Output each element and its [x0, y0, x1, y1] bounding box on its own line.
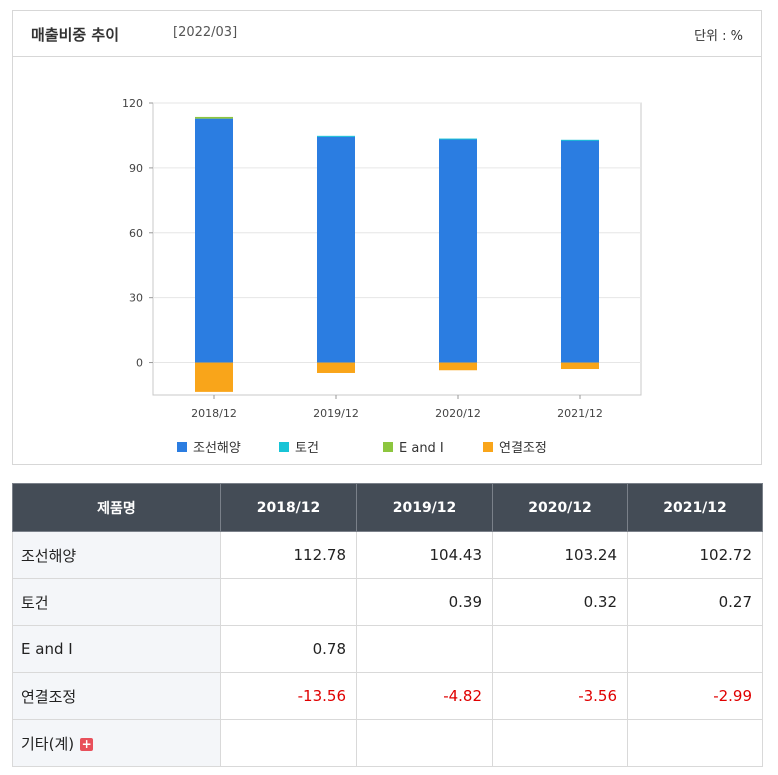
table-cell: -13.56 — [220, 672, 357, 720]
column-header: 2020/12 — [492, 483, 628, 532]
table-cell: -4.82 — [356, 672, 493, 720]
table-cell — [220, 719, 357, 767]
table-header-row: 제품명 2018/12 2019/12 2020/12 2021/12 — [12, 483, 763, 532]
table-cell — [627, 719, 763, 767]
column-header: 2019/12 — [356, 483, 493, 532]
legend-swatch — [383, 442, 393, 452]
table-cell — [492, 625, 628, 673]
legend-label: 조선해양 — [193, 441, 241, 456]
bar-segment — [561, 140, 599, 363]
column-header: 2021/12 — [627, 483, 763, 532]
legend-swatch — [279, 442, 289, 452]
panel-header: 매출비중 추이 [2022/03] 단위 : % — [13, 11, 761, 57]
x-tick-label: 2019/12 — [313, 407, 359, 420]
row-name-label: 기타(계) — [21, 734, 75, 753]
table-cell: 0.78 — [220, 625, 357, 673]
table-cell: 104.43 — [356, 531, 493, 579]
table-cell: 0.39 — [356, 578, 493, 626]
bar-segment — [317, 135, 355, 137]
x-tick-label: 2021/12 — [557, 407, 603, 420]
table-cell: 0.27 — [627, 578, 763, 626]
column-header: 2018/12 — [220, 483, 357, 532]
legend-swatch — [177, 442, 187, 452]
row-name-label: 조선해양 — [21, 546, 77, 565]
table-cell — [356, 719, 493, 767]
sales-table: 제품명 2018/12 2019/12 2020/12 2021/12 조선해양… — [12, 483, 763, 767]
table-cell: 103.24 — [492, 531, 628, 579]
table-cell: -3.56 — [492, 672, 628, 720]
row-name: 연결조정 — [12, 672, 221, 720]
bar-segment — [439, 138, 477, 140]
table-row: 기타(계) + — [12, 719, 763, 767]
column-header-name: 제품명 — [12, 483, 221, 532]
stacked-bar-chart: 0 30 60 90 120 2018/12 2019/12 2020/12 2021/12 조선… — [122, 97, 642, 456]
table-cell: 102.72 — [627, 531, 763, 579]
row-name-label: E and I — [21, 640, 73, 658]
legend-swatch — [483, 442, 493, 452]
legend-label: E and I — [399, 441, 444, 456]
bar-segment — [195, 362, 233, 392]
table-cell: 112.78 — [220, 531, 357, 579]
table-row: 조선해양 112.78 104.43 103.24 102.72 — [12, 531, 763, 579]
row-name-label: 연결조정 — [21, 687, 77, 706]
x-tick-label: 2020/12 — [435, 407, 481, 420]
bar-segment — [195, 116, 233, 119]
y-tick-label: 0 — [136, 357, 143, 370]
x-tick-label: 2018/12 — [191, 407, 237, 420]
table-row: E and I 0.78 — [12, 625, 763, 673]
y-tick-label: 90 — [129, 162, 143, 175]
table-cell — [356, 625, 493, 673]
legend-label: 토건 — [295, 441, 319, 456]
bar-segment — [561, 139, 599, 141]
unit-label: 단위 : % — [694, 29, 743, 44]
panel-title: 매출비중 추이 — [31, 26, 120, 44]
y-tick-label: 30 — [129, 292, 143, 305]
bar-segment — [317, 136, 355, 363]
row-name: E and I — [12, 625, 221, 673]
row-name: 토건 — [12, 578, 221, 626]
expand-plus-icon[interactable]: + — [80, 736, 94, 751]
bar-segment — [561, 362, 599, 370]
y-tick-label: 60 — [129, 227, 143, 240]
row-name-label: 토건 — [21, 593, 49, 612]
bar-segment — [195, 118, 233, 363]
bar-segment — [439, 362, 477, 371]
legend-label: 연결조정 — [499, 441, 547, 456]
table-row: 연결조정 -13.56 -4.82 -3.56 -2.99 — [12, 672, 763, 720]
plot-area — [152, 102, 642, 396]
bar-segment — [317, 362, 355, 373]
table-cell — [627, 625, 763, 673]
row-name: 조선해양 — [12, 531, 221, 579]
row-name: 기타(계) + — [12, 719, 221, 767]
table-cell — [492, 719, 628, 767]
y-tick-label: 120 — [122, 97, 143, 110]
table-row: 토건 0.39 0.32 0.27 — [12, 578, 763, 626]
bar-segment — [439, 139, 477, 363]
chart-panel: 매출비중 추이 [2022/03] 단위 : % 0 30 60 90 120 2018/… — [12, 10, 762, 465]
table-cell: 0.32 — [492, 578, 628, 626]
period-label: [2022/03] — [173, 25, 238, 40]
table-cell — [220, 578, 357, 626]
table-cell: -2.99 — [627, 672, 763, 720]
